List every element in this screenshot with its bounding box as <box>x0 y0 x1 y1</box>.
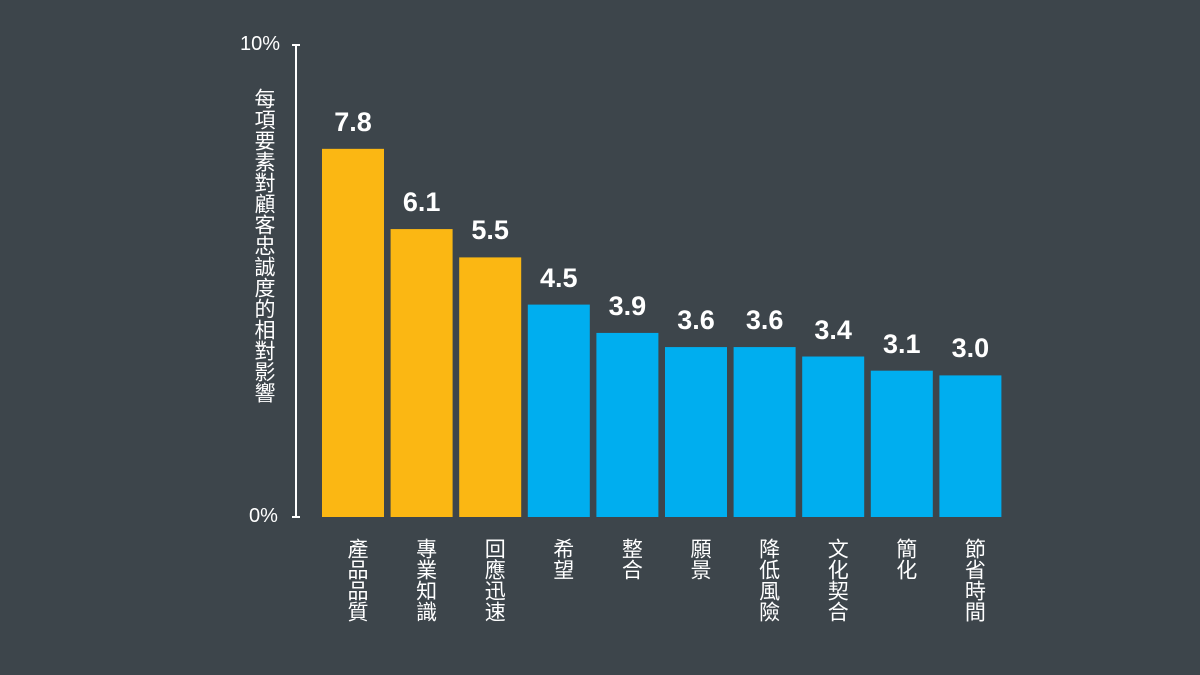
data-label-8: 3.4 <box>814 314 852 345</box>
x-tick-label-9: 簡化 <box>893 538 918 580</box>
x-tick-label-5: 整合 <box>619 538 644 580</box>
bar-4 <box>527 304 590 517</box>
data-label-6: 3.6 <box>677 305 715 336</box>
x-tick-label-10: 節省時間 <box>962 538 987 622</box>
data-label-4: 4.5 <box>540 262 578 293</box>
bar-8 <box>802 356 865 517</box>
data-label-7: 3.6 <box>745 305 784 336</box>
bar-1 <box>322 148 384 517</box>
data-label-5: 3.9 <box>608 290 647 321</box>
y-tick-label-min: 0% <box>249 505 278 527</box>
x-tick-label-8: 文化契合 <box>825 538 850 622</box>
bar-9 <box>870 370 933 517</box>
y-tick-label-max: 10% <box>240 33 281 55</box>
data-label-2: 6.1 <box>402 187 441 218</box>
x-tick-label-1: 產品品質 <box>345 538 369 622</box>
x-tick-label-2: 專業知識 <box>413 538 438 622</box>
y-axis-label: 每項要素對顧客忠誠度的相對影響 <box>252 88 276 403</box>
data-label-10: 3.0 <box>951 333 990 364</box>
x-tick-label-3: 回應迅速 <box>482 538 507 622</box>
bar-5 <box>596 332 659 517</box>
bar-7 <box>733 347 796 517</box>
bar-2 <box>390 229 453 517</box>
x-tick-label-6: 願景 <box>688 538 712 580</box>
data-label-3: 5.5 <box>471 215 509 246</box>
bar-3 <box>459 257 522 517</box>
x-tick-label-7: 降低風險 <box>756 538 781 622</box>
x-tick-label-4: 希望 <box>550 538 575 580</box>
bar-6 <box>665 347 727 517</box>
data-label-9: 3.1 <box>883 328 921 359</box>
data-label-1: 7.8 <box>334 106 372 137</box>
bar-10 <box>939 375 1002 517</box>
